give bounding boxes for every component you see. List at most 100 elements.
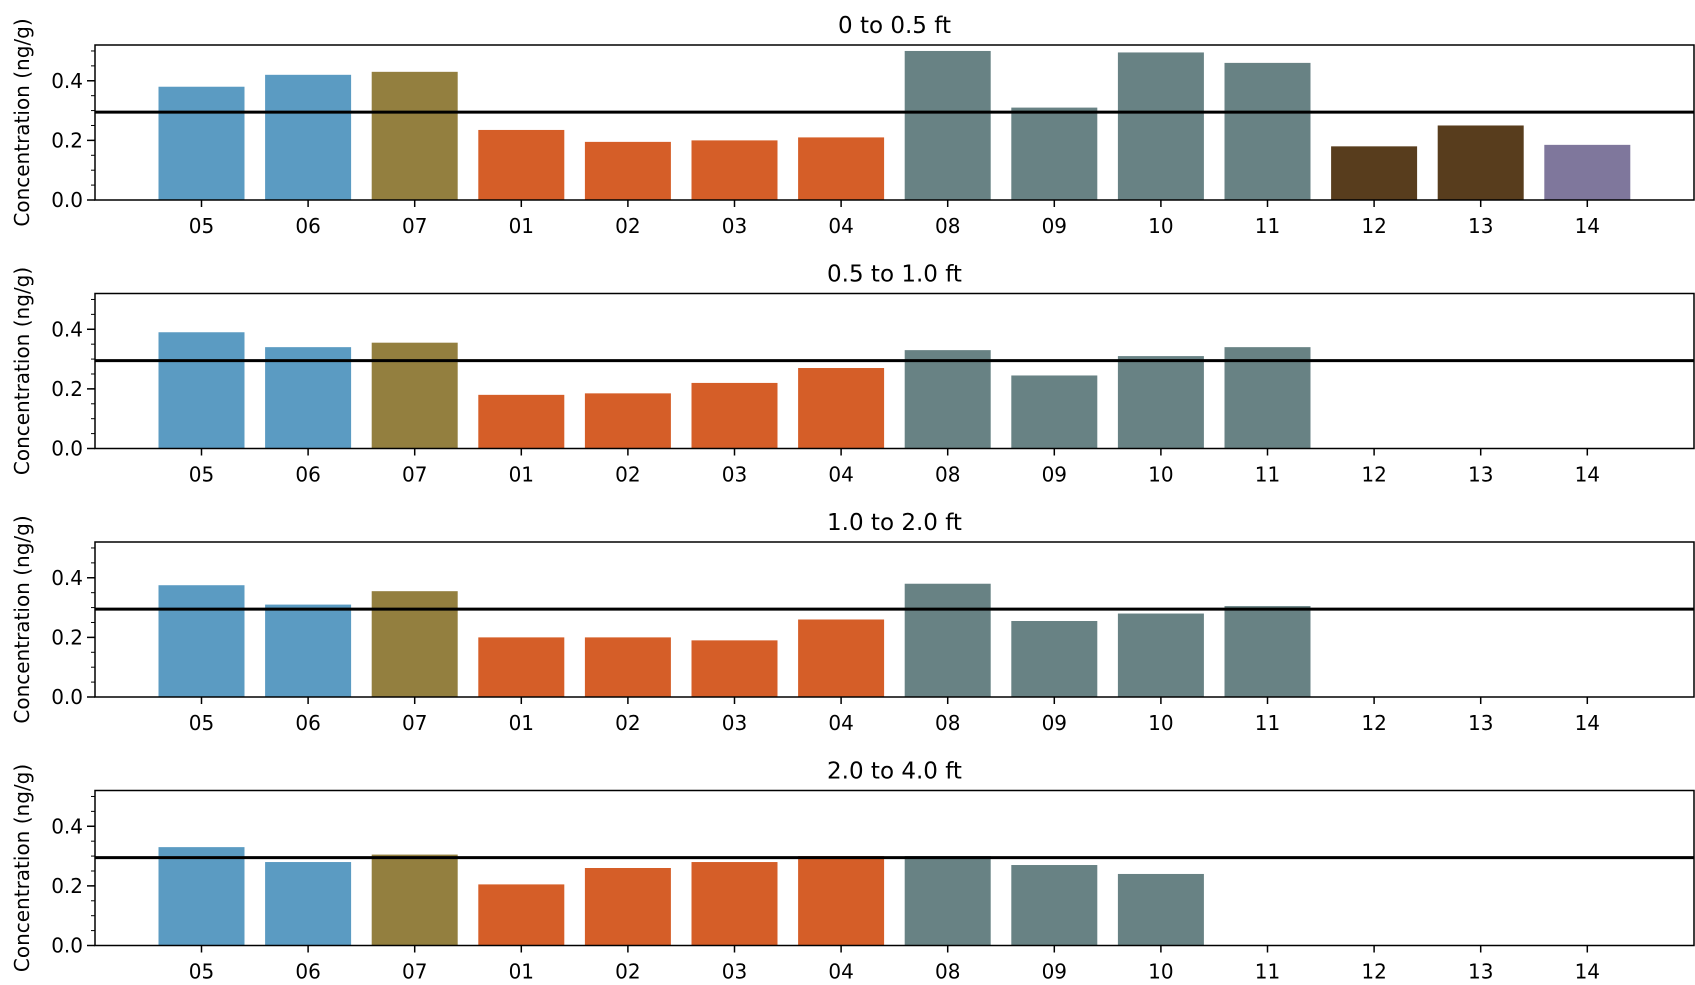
bar-05 <box>158 847 245 946</box>
bar-05 <box>158 332 245 449</box>
x-tick-label: 04 <box>828 214 853 238</box>
y-axis-label: Concentration (ng/g) <box>10 267 34 475</box>
x-tick-label: 06 <box>295 214 320 238</box>
axes-frame <box>94 541 1695 698</box>
x-tick-label: 02 <box>615 960 640 984</box>
bar-07 <box>371 591 458 697</box>
x-tick-label: 09 <box>1042 214 1067 238</box>
bar-03 <box>691 640 778 697</box>
bar-01 <box>478 129 565 200</box>
y-tick-label: 0.4 <box>51 69 83 93</box>
bar-02 <box>584 868 671 946</box>
y-tick-label: 0.0 <box>51 685 83 709</box>
x-tick-label: 08 <box>935 711 960 735</box>
bar-07 <box>371 342 458 449</box>
bar-05 <box>158 585 245 697</box>
bar-11 <box>1224 62 1311 201</box>
x-tick-label: 06 <box>295 711 320 735</box>
x-tick-label: 09 <box>1042 711 1067 735</box>
y-axis-label: Concentration (ng/g) <box>10 764 34 972</box>
bar-09 <box>1011 865 1098 946</box>
bar-10 <box>1117 613 1204 697</box>
x-tick-label: 04 <box>828 463 853 487</box>
x-tick-label: 08 <box>935 214 960 238</box>
x-tick-label: 10 <box>1148 214 1173 238</box>
axes-frame <box>94 789 1695 947</box>
bar-02 <box>584 141 671 200</box>
x-tick-label: 10 <box>1148 960 1173 984</box>
bar-01 <box>478 884 565 946</box>
bar-02 <box>584 393 671 449</box>
y-axis-label: Concentration (ng/g) <box>10 515 34 723</box>
x-tick-label: 01 <box>509 711 534 735</box>
subplot-2: 0.5 to 1.0 ft 0.0 0.2 0.4 05 06 07 01 02 03 04 08 09… <box>10 262 1695 487</box>
y-tick-label: 0.2 <box>51 874 83 898</box>
x-tick-label: 07 <box>402 711 427 735</box>
x-tick-label: 09 <box>1042 463 1067 487</box>
y-tick-label: 0.4 <box>51 566 83 590</box>
x-tick-label: 03 <box>722 214 747 238</box>
bar-06 <box>265 862 352 946</box>
x-tick-label: 14 <box>1575 711 1600 735</box>
x-tick-label: 13 <box>1468 960 1493 984</box>
subplot-1: 0 to 0.5 ft 0.0 0.2 0.4 05 06 07 01 02 03 04 08 09 10… <box>10 13 1695 238</box>
x-tick-label: 14 <box>1575 463 1600 487</box>
axes-frame <box>94 44 1695 201</box>
x-tick-label: 11 <box>1255 711 1280 735</box>
y-tick-label: 0.4 <box>51 317 83 341</box>
bar-04 <box>798 856 885 946</box>
bar-04 <box>798 368 885 449</box>
x-tick-label: 04 <box>828 960 853 984</box>
x-tick-label: 03 <box>722 463 747 487</box>
x-tick-label: 05 <box>189 711 214 735</box>
x-tick-label: 14 <box>1575 214 1600 238</box>
x-tick-label: 03 <box>722 711 747 735</box>
subplot-title: 0 to 0.5 ft <box>838 13 951 39</box>
x-tick-label: 07 <box>402 463 427 487</box>
x-tick-label: 04 <box>828 711 853 735</box>
x-tick-label: 03 <box>722 960 747 984</box>
bar-08 <box>904 856 991 946</box>
y-tick-label: 0.2 <box>51 625 83 649</box>
y-tick-label: 0.0 <box>51 437 83 461</box>
subplot-title: 0.5 to 1.0 ft <box>827 262 962 288</box>
x-tick-label: 02 <box>615 463 640 487</box>
x-tick-label: 13 <box>1468 214 1493 238</box>
x-tick-label: 01 <box>509 214 534 238</box>
bar-03 <box>691 382 778 449</box>
bar-11 <box>1224 347 1311 449</box>
x-tick-label: 02 <box>615 214 640 238</box>
x-tick-label: 05 <box>189 960 214 984</box>
bar-07 <box>371 854 458 946</box>
x-tick-label: 10 <box>1148 463 1173 487</box>
y-tick-label: 0.0 <box>51 934 83 958</box>
bar-13 <box>1437 125 1524 200</box>
y-axis-label: Concentration (ng/g) <box>10 18 34 226</box>
bar-06 <box>265 604 352 697</box>
x-tick-label: 12 <box>1361 463 1386 487</box>
x-tick-label: 07 <box>402 214 427 238</box>
bar-10 <box>1117 52 1204 201</box>
x-tick-label: 02 <box>615 711 640 735</box>
y-tick-label: 0.4 <box>51 814 83 838</box>
x-tick-label: 01 <box>509 463 534 487</box>
bar-07 <box>371 71 458 200</box>
x-tick-label: 11 <box>1255 214 1280 238</box>
subplot-title: 2.0 to 4.0 ft <box>827 759 962 785</box>
bar-04 <box>798 619 885 697</box>
x-tick-label: 01 <box>509 960 534 984</box>
y-tick-label: 0.2 <box>51 377 83 401</box>
bar-05 <box>158 86 245 200</box>
bar-01 <box>478 637 565 697</box>
x-tick-label: 13 <box>1468 711 1493 735</box>
x-tick-label: 08 <box>935 463 960 487</box>
bar-06 <box>265 347 352 449</box>
bar-04 <box>798 137 885 200</box>
y-tick-label: 0.0 <box>51 188 83 212</box>
x-tick-label: 12 <box>1361 214 1386 238</box>
x-tick-label: 08 <box>935 960 960 984</box>
bar-02 <box>584 637 671 697</box>
x-tick-label: 12 <box>1361 711 1386 735</box>
bar-11 <box>1224 606 1311 697</box>
